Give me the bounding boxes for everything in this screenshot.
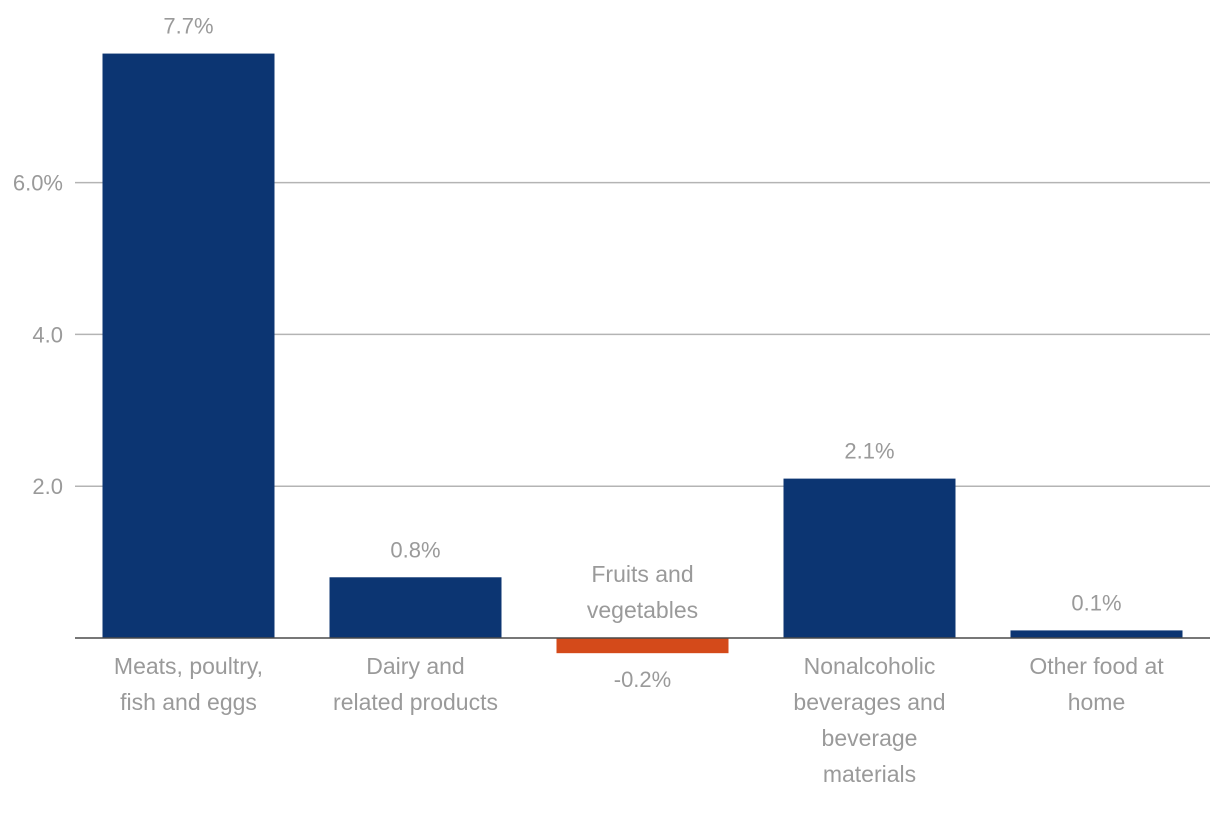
- value-label: 0.1%: [1071, 590, 1121, 615]
- bar: [1010, 630, 1183, 638]
- value-label: 0.8%: [390, 537, 440, 562]
- bar: [783, 478, 956, 638]
- category-label: vegetables: [587, 597, 698, 623]
- category-label: related products: [333, 689, 498, 715]
- category-label: Other food at: [1029, 653, 1164, 679]
- value-label: 2.1%: [844, 439, 894, 464]
- category-label: beverages and: [793, 689, 945, 715]
- category-label: Meats, poultry,: [114, 653, 263, 679]
- value-labels: 7.7% 0.8% -0.2% 2.1% 0.1%: [163, 14, 1121, 693]
- y-tick-label: 4.0: [32, 322, 63, 347]
- category-label: Fruits and: [591, 561, 693, 587]
- bar: [102, 53, 275, 638]
- category-labels: Meats, poultry, fish and eggs Dairy and rel…: [114, 561, 1164, 787]
- bar: [556, 638, 729, 654]
- value-label: 7.7%: [163, 14, 213, 39]
- category-label: Nonalcoholic: [804, 653, 936, 679]
- bar: [329, 577, 502, 638]
- category-label: Dairy and: [366, 653, 464, 679]
- y-tick-label: 2.0: [32, 474, 63, 499]
- y-axis-ticks: 2.0 4.0 6.0%: [13, 171, 63, 500]
- category-label: beverage: [822, 725, 918, 751]
- y-tick-label: 6.0%: [13, 171, 63, 196]
- bars: [102, 53, 1183, 654]
- category-label: materials: [823, 761, 916, 787]
- category-label: home: [1068, 689, 1126, 715]
- value-label: -0.2%: [614, 667, 671, 692]
- category-label: fish and eggs: [120, 689, 257, 715]
